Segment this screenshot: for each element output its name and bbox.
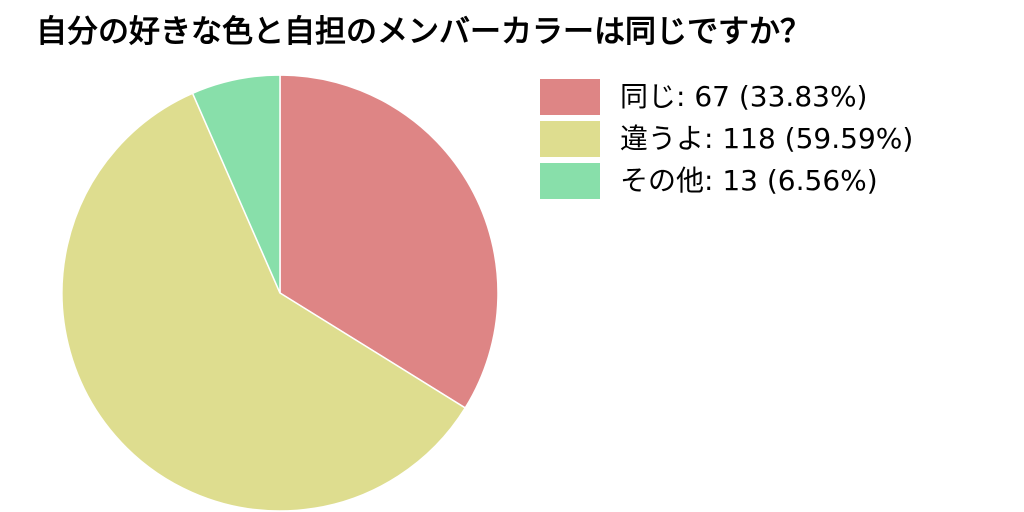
pie-slice-different (61, 92, 467, 512)
legend-item-different: 違うよ: 118 (59.59%) (540, 118, 913, 160)
legend-swatch-other (540, 163, 600, 199)
pie-slice-same (279, 74, 499, 409)
legend-label-other: その他: 13 (6.56%) (620, 164, 878, 197)
pie-slice-other (191, 74, 281, 294)
legend-swatch-same (540, 79, 600, 115)
legend-label-different: 違うよ: 118 (59.59%) (620, 122, 914, 155)
legend: 同じ: 67 (33.83%) 違うよ: 118 (59.59%) その他: 1… (540, 76, 913, 202)
legend-label-same: 同じ: 67 (33.83%) (620, 80, 868, 113)
legend-item-same: 同じ: 67 (33.83%) (540, 76, 913, 118)
legend-item-other: その他: 13 (6.56%) (540, 160, 913, 202)
chart-title: 自分の好きな色と自担のメンバーカラーは同じですか？ (36, 14, 811, 50)
legend-swatch-different (540, 121, 600, 157)
